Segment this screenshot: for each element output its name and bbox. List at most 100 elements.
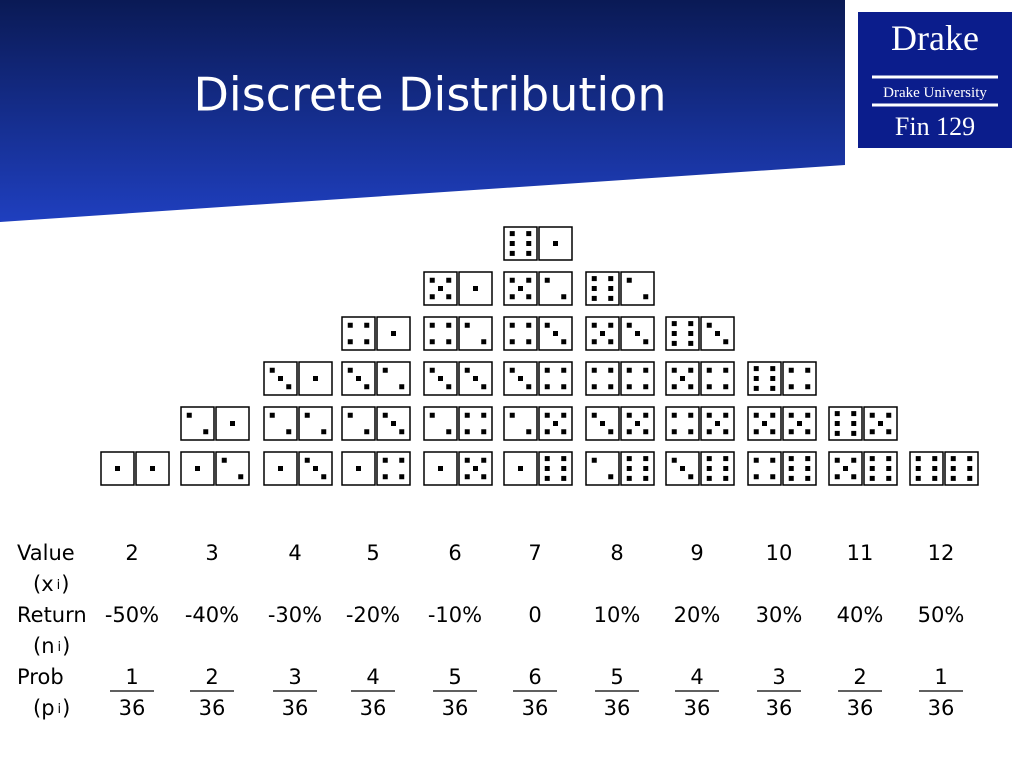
die-pip xyxy=(561,412,567,418)
die-pip xyxy=(509,294,515,300)
row-symbol: (n i) xyxy=(33,634,70,658)
die-pip xyxy=(770,412,776,418)
die-pip xyxy=(399,384,405,390)
prob-denominator: 36 xyxy=(684,696,711,720)
die-pip xyxy=(950,466,956,471)
die-pip xyxy=(788,466,794,471)
die xyxy=(458,316,493,351)
die-pip xyxy=(544,429,550,435)
die xyxy=(665,316,700,351)
die-pip xyxy=(446,429,452,435)
die xyxy=(341,406,376,441)
die-pip xyxy=(356,376,361,381)
die-pip xyxy=(561,294,567,300)
die-pip xyxy=(591,384,597,390)
die xyxy=(538,361,573,396)
die-pip xyxy=(706,475,712,481)
die-pip xyxy=(464,429,470,435)
die-pip xyxy=(671,412,677,418)
die-pip xyxy=(518,286,523,291)
die-pip xyxy=(399,457,405,463)
row-label: Value xyxy=(17,541,75,565)
die-pip xyxy=(526,429,532,435)
die xyxy=(620,271,655,306)
die xyxy=(503,406,538,441)
die-pip xyxy=(429,277,435,283)
prob-denominator: 36 xyxy=(199,696,226,720)
die-pip xyxy=(688,474,694,480)
die-pip xyxy=(851,421,857,426)
die-pip xyxy=(561,367,567,373)
die-pip xyxy=(561,339,567,345)
die-pip xyxy=(706,456,712,462)
die-pip xyxy=(600,331,605,336)
prob-denominator: 36 xyxy=(282,696,309,720)
die-pip xyxy=(509,412,515,418)
die-pip xyxy=(446,277,452,283)
die-pip xyxy=(688,412,694,418)
die-pip xyxy=(382,457,388,463)
die-pip xyxy=(706,412,712,418)
table-cell: -40% xyxy=(185,603,239,627)
die-pip xyxy=(753,366,759,372)
die-pip xyxy=(869,429,875,435)
die-pip xyxy=(643,466,649,471)
die-pip xyxy=(481,429,487,435)
die-pip xyxy=(544,277,550,283)
die-pip xyxy=(526,322,532,328)
symbol-subscript: i xyxy=(57,578,61,593)
die xyxy=(376,451,411,486)
die-pip xyxy=(626,277,632,283)
die xyxy=(376,316,411,351)
die-pip xyxy=(446,322,452,328)
die-pip xyxy=(715,421,720,426)
prob-numerator: 5 xyxy=(448,665,461,689)
die xyxy=(585,451,620,486)
die-pip xyxy=(321,429,327,435)
die-pip xyxy=(715,331,720,336)
die-pip xyxy=(509,322,515,328)
die xyxy=(665,406,700,441)
die-pip xyxy=(429,322,435,328)
die-pip xyxy=(544,466,550,471)
die-pip xyxy=(429,412,435,418)
die-pip xyxy=(635,331,640,336)
die xyxy=(215,451,250,486)
die-pip xyxy=(643,456,649,462)
die-pip xyxy=(364,384,370,390)
die-pip xyxy=(286,429,292,435)
prob-numerator: 5 xyxy=(610,665,623,689)
die-pip xyxy=(753,376,759,381)
die xyxy=(503,226,538,261)
prob-denominator: 36 xyxy=(442,696,469,720)
table-cell: 7 xyxy=(528,541,541,565)
die-pip xyxy=(526,339,532,345)
die-pip xyxy=(321,474,327,480)
die-pip xyxy=(446,339,452,345)
die-pip xyxy=(429,367,435,373)
die-pip xyxy=(915,475,921,481)
die-pip xyxy=(706,322,712,328)
die xyxy=(458,406,493,441)
die-pip xyxy=(834,474,840,480)
die-pip xyxy=(150,466,155,471)
symbol-close: ) xyxy=(62,696,70,720)
prob-numerator: 3 xyxy=(772,665,785,689)
die xyxy=(423,316,458,351)
die-pip xyxy=(553,421,558,426)
die-pip xyxy=(278,376,283,381)
table-cell: 30% xyxy=(756,603,803,627)
die-pip xyxy=(473,376,478,381)
prob-denominator: 36 xyxy=(522,696,549,720)
die xyxy=(538,271,573,306)
table-cell: 0 xyxy=(528,603,541,627)
die-pip xyxy=(509,339,515,345)
die-pip xyxy=(561,466,567,471)
die-pip xyxy=(464,474,470,480)
die-pip xyxy=(671,457,677,463)
prob-denominator: 36 xyxy=(928,696,955,720)
row-symbol: (x i) xyxy=(33,572,69,596)
prob-numerator: 2 xyxy=(205,665,218,689)
die-pip xyxy=(671,321,677,327)
